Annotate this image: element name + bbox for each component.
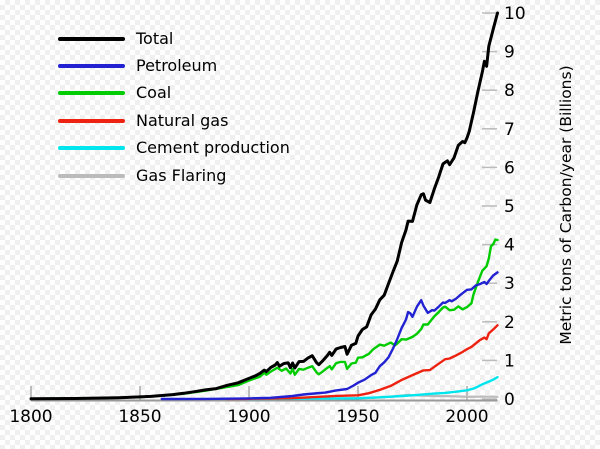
y-tick-label-6: 6	[504, 158, 515, 178]
series-line-natural-gas	[225, 324, 499, 401]
y-axis-title: Metric tons of Carbon/year (Billions)	[557, 65, 575, 344]
series-lines	[29, 11, 499, 401]
legend-item-petroleum: Petroleum	[58, 52, 290, 79]
legend-swatch-petroleum	[58, 64, 125, 69]
y-tick-label-4: 4	[504, 236, 515, 256]
legend-label-petroleum: Petroleum	[136, 56, 218, 76]
x-tick-label-1850: 1850	[118, 407, 161, 427]
series-line-total	[29, 11, 499, 401]
legend-swatch-coal	[58, 91, 125, 96]
legend-swatch-cement-production	[58, 146, 125, 151]
y-tick-label-5: 5	[504, 197, 515, 217]
y-axis-ticks	[482, 12, 497, 400]
x-tick-label-1950: 1950	[336, 407, 379, 427]
y-tick-label-1: 1	[504, 351, 515, 371]
y-tick-label-0: 0	[504, 390, 515, 410]
legend-label-coal: Coal	[136, 83, 172, 103]
y-tick-label-9: 9	[504, 43, 515, 63]
legend-item-cement-production: Cement production	[58, 135, 290, 162]
x-axis-labels: 1800 1850 1900 1950 2000	[9, 407, 488, 427]
legend-swatch-gas-flaring	[58, 173, 125, 178]
x-tick-label-2000: 2000	[445, 407, 488, 427]
series-line-coal	[29, 238, 499, 400]
y-axis-labels: 0 1 2 3 4 5 6 7 8 9 10	[504, 4, 526, 410]
legend-item-total: Total	[58, 25, 290, 52]
legend-item-natural-gas: Natural gas	[58, 107, 290, 134]
series-line-petroleum	[160, 271, 499, 401]
legend-swatch-total	[58, 36, 125, 41]
y-tick-label-3: 3	[504, 274, 515, 294]
legend: Total Petroleum Coal Natural gas Cement prod…	[58, 25, 290, 189]
legend-label-natural-gas: Natural gas	[136, 110, 229, 130]
y-tick-label-10: 10	[504, 4, 526, 24]
y-tick-label-2: 2	[504, 313, 515, 333]
y-tick-label-8: 8	[504, 81, 515, 101]
legend-label-gas-flaring: Gas Flaring	[136, 165, 227, 185]
legend-swatch-natural-gas	[58, 118, 125, 123]
legend-item-gas-flaring: Gas Flaring	[58, 162, 290, 189]
legend-label-cement-production: Cement production	[136, 138, 290, 158]
series-line-cement-production	[247, 375, 499, 401]
x-tick-label-1800: 1800	[9, 407, 52, 427]
legend-item-coal: Coal	[58, 80, 290, 107]
legend-label-total: Total	[136, 28, 174, 48]
y-tick-label-7: 7	[504, 120, 515, 140]
x-tick-label-1900: 1900	[227, 407, 270, 427]
